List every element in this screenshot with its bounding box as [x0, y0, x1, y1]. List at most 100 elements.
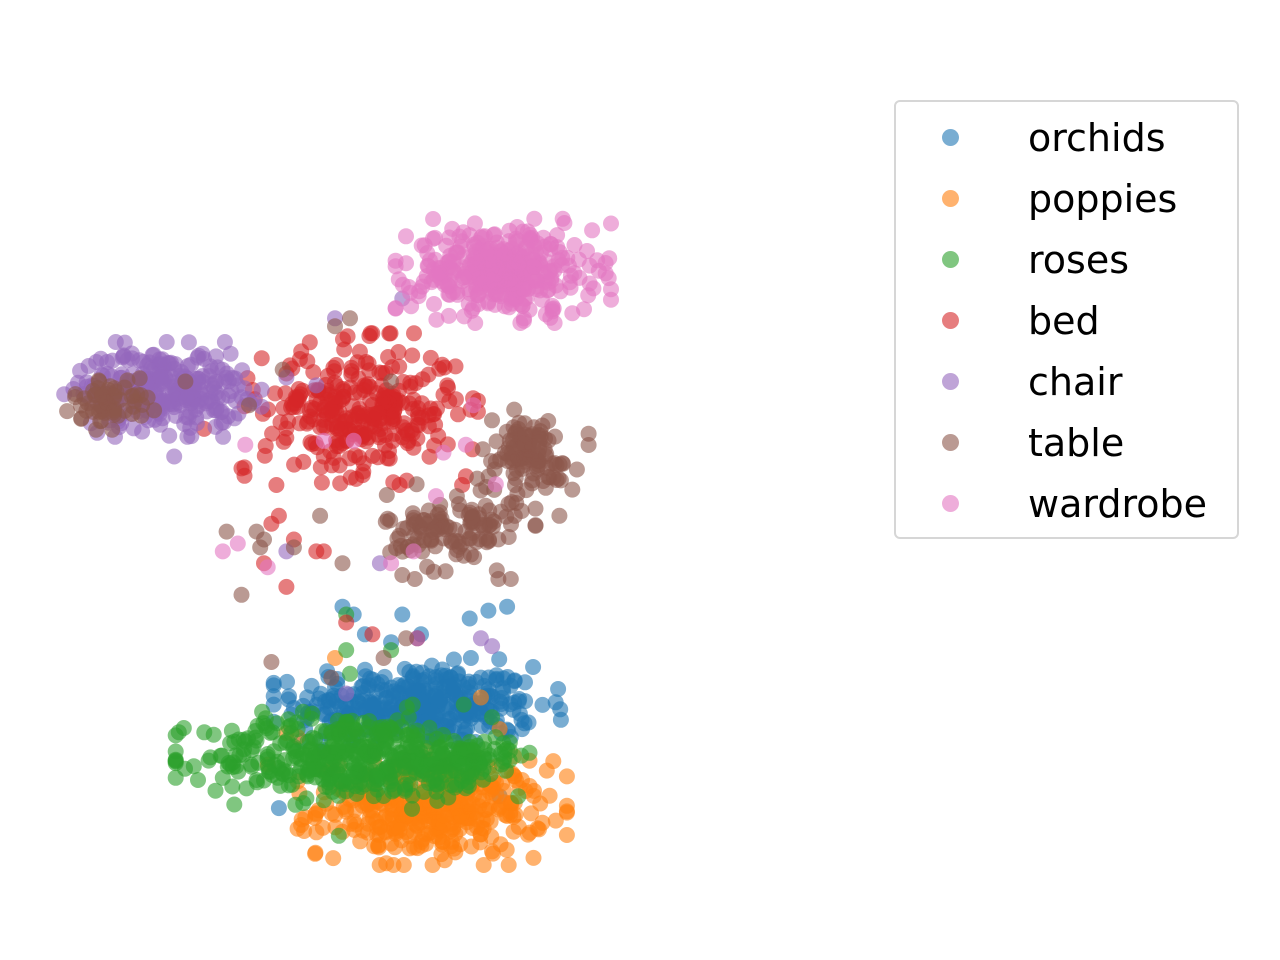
scatter-point-roses: [272, 777, 289, 794]
scatter-point-bed: [267, 385, 283, 402]
scatter-point-bed: [436, 359, 453, 376]
scatter-point-orchids: [457, 721, 474, 738]
scatter-point-poppies: [558, 768, 575, 785]
scatter-point-chair: [161, 427, 178, 444]
legend-label-bed: bed: [1028, 299, 1100, 343]
scatter-point-chair: [115, 348, 132, 365]
scatter-point-roses: [315, 792, 332, 809]
scatter-point-table: [67, 389, 84, 406]
scatter-point-poppies: [463, 838, 480, 855]
scatter-point-wardrobe: [387, 300, 404, 317]
scatter-point-table: [408, 476, 425, 493]
scatter-point-table: [378, 487, 395, 503]
scatter-point-roses: [369, 767, 386, 784]
scatter-point-poppies: [389, 819, 406, 836]
scatter-point-orchids: [446, 681, 463, 698]
scatter-point-bed: [404, 347, 421, 364]
scatter-point-roses: [295, 703, 311, 720]
scatter-point-bed: [233, 460, 250, 477]
scatter-point-wardrobe: [483, 272, 500, 289]
scatter-point-roses: [448, 763, 464, 779]
scatter-point-table: [323, 669, 340, 686]
scatter-point-table: [399, 519, 416, 536]
scatter-point-chair: [308, 377, 325, 394]
scatter-point-wardrobe: [523, 265, 540, 282]
scatter-point-wardrobe: [383, 555, 400, 572]
scatter-point-roses: [342, 665, 358, 682]
legend-label-chair: chair: [1028, 360, 1123, 404]
scatter-point-orchids: [534, 696, 551, 713]
scatter-point-bed: [366, 411, 383, 428]
scatter-point-bed: [349, 354, 366, 371]
legend-item-orchids: orchids: [896, 112, 1237, 164]
legend-marker-wardrobe: [942, 495, 959, 512]
scatter-point-roses: [312, 743, 329, 760]
scatter-point-table: [125, 398, 142, 415]
scatter-point-orchids: [552, 701, 569, 718]
scatter-point-wardrobe: [498, 264, 515, 281]
scatter-point-poppies: [453, 807, 470, 824]
scatter-point-bed: [414, 371, 431, 388]
scatter-point-roses: [298, 790, 315, 807]
scatter-point-roses: [429, 777, 446, 794]
scatter-point-roses: [484, 709, 501, 726]
scatter-point-table: [382, 512, 399, 529]
scatter-point-poppies: [371, 827, 388, 844]
scatter-point-bed: [409, 430, 426, 447]
scatter-point-table: [487, 453, 504, 470]
scatter-point-wardrobe: [541, 263, 558, 280]
scatter-point-orchids: [462, 650, 479, 666]
scatter-point-chair: [472, 630, 489, 647]
scatter-point-orchids: [517, 674, 533, 691]
scatter-point-table: [531, 434, 548, 451]
scatter-point-chair: [338, 685, 355, 702]
legend-item-table: table: [896, 417, 1237, 469]
scatter-point-table: [437, 563, 454, 580]
scatter-point-bed: [395, 419, 412, 436]
scatter-point-wardrobe: [411, 283, 428, 300]
scatter-point-table: [248, 523, 265, 540]
scatter-point-table: [464, 509, 480, 526]
scatter-point-orchids: [357, 661, 373, 678]
scatter-point-wardrobe: [559, 249, 576, 266]
scatter-point-table: [312, 507, 329, 524]
scatter-point-bed: [275, 433, 292, 450]
scatter-point-table: [540, 413, 557, 429]
scatter-point-bed: [379, 450, 396, 467]
scatter-point-table: [146, 402, 163, 419]
scatter-point-bed: [268, 477, 285, 493]
scatter-point-roses: [289, 721, 306, 738]
scatter-point-wardrobe: [456, 308, 473, 325]
scatter-point-wardrobe: [603, 291, 619, 308]
scatter-point-wardrobe: [556, 215, 573, 231]
scatter-point-roses: [207, 782, 224, 799]
scatter-point-wardrobe: [516, 281, 533, 298]
scatter-point-wardrobe: [512, 315, 529, 331]
scatter-point-table: [538, 446, 555, 462]
scatter-point-roses: [487, 729, 504, 746]
scatter-point-poppies: [547, 812, 564, 829]
scatter-point-poppies: [500, 857, 517, 873]
scatter-point-roses: [299, 760, 316, 777]
scatter-point-roses: [256, 772, 272, 789]
scatter-point-wardrobe: [441, 278, 458, 295]
scatter-point-chair: [409, 630, 426, 647]
scatter-point-poppies: [444, 833, 460, 850]
scatter-point-table: [568, 461, 585, 478]
scatter-point-poppies: [558, 827, 575, 843]
scatter-point-roses: [295, 746, 312, 763]
scatter-point-bed: [286, 456, 303, 473]
scatter-point-roses: [373, 727, 390, 744]
scatter-point-bed: [391, 358, 408, 375]
scatter-point-table: [425, 563, 442, 580]
scatter-point-roses: [342, 726, 359, 743]
scatter-point-poppies: [371, 857, 388, 873]
scatter-point-chair: [180, 334, 197, 351]
scatter-point-roses: [259, 720, 275, 737]
scatter-point-orchids: [480, 602, 497, 619]
scatter-point-orchids: [279, 673, 295, 690]
scatter-point-bed: [318, 419, 335, 436]
legend-label-roses: roses: [1028, 238, 1130, 282]
scatter-point-roses: [404, 754, 421, 771]
scatter-point-chair: [178, 409, 195, 425]
